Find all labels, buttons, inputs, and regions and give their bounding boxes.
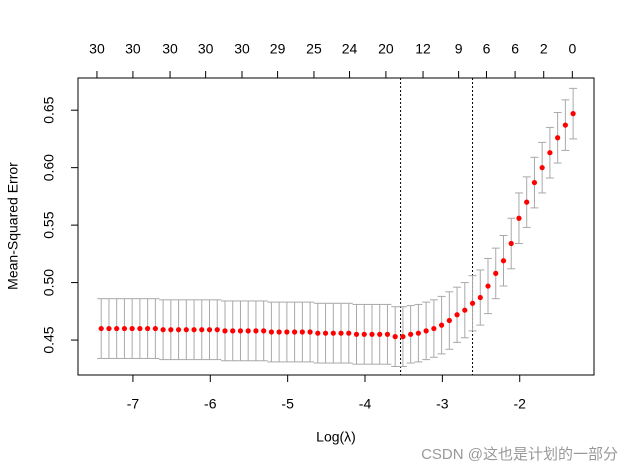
point (237, 328, 244, 334)
point (121, 325, 128, 332)
point (214, 327, 220, 333)
top-tick-label: 30 (162, 41, 178, 57)
top-tick-label: 24 (342, 41, 358, 57)
y-tick-label: 0.65 (41, 96, 57, 123)
watermark: CSDN @这也是计划的一部分 (421, 446, 618, 463)
point (346, 330, 352, 336)
point (524, 199, 530, 205)
y-tick-label: 0.45 (41, 326, 57, 353)
plot-box (77, 77, 595, 376)
point (137, 325, 143, 332)
top-tick-label: 25 (306, 41, 322, 57)
point (307, 329, 313, 335)
point (183, 327, 189, 333)
point (408, 331, 414, 337)
top-tick-label: 6 (483, 41, 491, 57)
point (268, 329, 275, 335)
point (206, 327, 213, 333)
point (454, 312, 460, 318)
point (276, 329, 282, 335)
top-tick-label: 30 (125, 41, 141, 57)
point (539, 165, 545, 171)
point (555, 135, 561, 141)
x-tick-label: -7 (127, 396, 140, 412)
top-tick-label: 30 (234, 41, 250, 57)
point (322, 330, 329, 336)
point (191, 327, 197, 333)
point (369, 331, 375, 337)
point (469, 300, 476, 306)
point (562, 122, 568, 128)
point (222, 328, 228, 334)
point (423, 328, 429, 334)
point (152, 325, 158, 332)
x-tick-label: -6 (204, 396, 217, 412)
point (98, 325, 104, 332)
point (508, 240, 514, 247)
point (261, 328, 267, 334)
point (253, 328, 259, 334)
point (168, 327, 174, 333)
point (493, 270, 499, 276)
point (175, 327, 182, 333)
point (114, 325, 120, 332)
y-tick-label: 0.50 (41, 269, 57, 296)
point (199, 327, 205, 333)
point (384, 331, 391, 337)
top-tick-label: 30 (198, 41, 214, 57)
point (438, 322, 445, 328)
top-tick-label: 9 (455, 41, 463, 57)
point (392, 334, 398, 340)
point (477, 294, 483, 301)
point (129, 325, 135, 332)
top-tick-label: 2 (540, 41, 548, 57)
top-tick-label: 20 (378, 41, 394, 57)
x-tick-label: -3 (436, 396, 449, 412)
point (284, 329, 290, 335)
top-tick-label: 6 (511, 41, 519, 57)
point (315, 330, 321, 336)
point (230, 328, 236, 334)
point (299, 329, 305, 335)
point (400, 334, 406, 340)
y-tick-label: 0.60 (41, 154, 57, 181)
point (547, 150, 553, 156)
point (361, 331, 367, 337)
point (377, 331, 383, 337)
point (531, 179, 538, 186)
top-tick-label: 30 (89, 41, 105, 57)
point (415, 330, 421, 336)
point (353, 331, 360, 337)
point (145, 325, 151, 332)
point (570, 111, 576, 117)
y-tick-label: 0.55 (41, 211, 57, 238)
x-tick-label: -2 (514, 396, 527, 412)
point (500, 258, 507, 264)
point (338, 330, 344, 336)
point (431, 325, 437, 332)
point (160, 327, 166, 333)
top-tick-label: 0 (568, 41, 576, 57)
point (245, 328, 251, 334)
x-axis-label: Log(λ) (316, 429, 356, 445)
point (330, 330, 336, 336)
y-axis-label: Mean-Squared Error (5, 162, 21, 290)
point (485, 283, 491, 289)
top-tick-label: 29 (270, 41, 286, 57)
point (106, 325, 112, 332)
point (292, 329, 298, 335)
point (516, 215, 522, 221)
top-tick-label: 12 (415, 41, 431, 57)
point (462, 307, 468, 313)
x-tick-label: -4 (359, 396, 372, 412)
x-tick-label: -5 (281, 396, 294, 412)
point (446, 317, 452, 324)
